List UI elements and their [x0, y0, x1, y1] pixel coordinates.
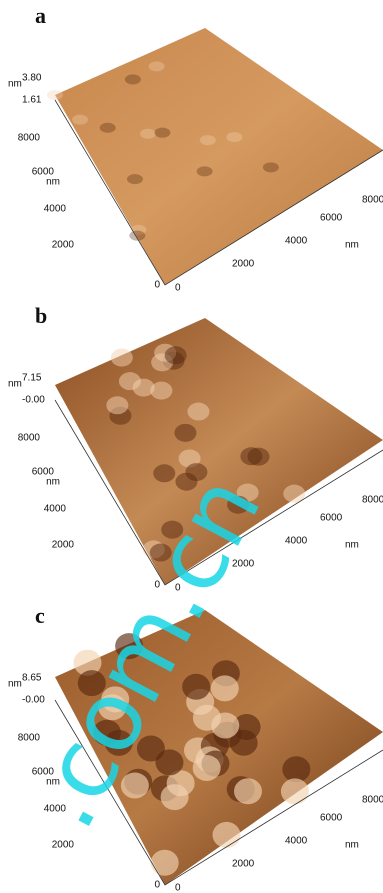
surface-feature: [212, 822, 240, 848]
surface-feature: [154, 128, 170, 138]
surface-feature: [165, 346, 187, 364]
figure: anm3.801.6180006000400020000nm0200040006…: [0, 0, 383, 893]
surface-feature: [47, 90, 63, 100]
x-tick-label: 0: [175, 883, 181, 893]
y-tick-label: 4000: [44, 504, 67, 515]
x-tick-label: 2000: [232, 859, 255, 870]
surface-feature: [247, 448, 269, 466]
y-tick-label: 2000: [52, 540, 75, 551]
surface-feature: [127, 174, 143, 184]
z-max: 8.65: [22, 673, 42, 684]
surface-feature: [263, 162, 279, 172]
x-tick-label: 4000: [285, 236, 308, 247]
surface-feature: [281, 778, 309, 804]
surface-feature: [197, 166, 213, 176]
surface-feature: [193, 755, 221, 781]
surface: [55, 28, 383, 285]
y-tick-label: 2000: [52, 840, 75, 851]
surface-feature: [234, 778, 262, 804]
z-max: 7.15: [22, 373, 42, 384]
surface-feature: [187, 403, 209, 421]
panel-label: b: [35, 303, 47, 328]
surface-feature: [226, 132, 242, 142]
z-unit: nm: [8, 79, 22, 90]
surface-feature: [133, 379, 155, 397]
y-unit: nm: [46, 177, 60, 188]
y-tick-label: 8000: [18, 433, 41, 444]
panel-label: a: [35, 3, 46, 28]
surface-feature: [140, 129, 156, 139]
z-unit: nm: [8, 379, 22, 390]
surface-feature: [125, 74, 141, 84]
surface-feature: [155, 749, 183, 775]
surface-feature: [100, 123, 116, 133]
surface-feature: [149, 61, 165, 71]
y-tick-label: 4000: [44, 204, 67, 215]
surface-feature: [211, 712, 239, 738]
z-min: -0.00: [22, 395, 45, 406]
x-tick-label: 6000: [320, 513, 343, 524]
z-min: 1.61: [22, 95, 42, 106]
surface-feature: [282, 756, 310, 782]
x-unit: nm: [345, 840, 359, 851]
surface-feature: [72, 115, 88, 125]
x-unit: nm: [345, 540, 359, 551]
x-tick-label: 4000: [285, 836, 308, 847]
panel: anm3.801.6180006000400020000nm0200040006…: [8, 3, 383, 294]
x-tick-label: 8000: [362, 795, 383, 806]
y-tick-label: 8000: [18, 133, 41, 144]
panel-label: c: [35, 603, 45, 628]
surface-feature: [211, 675, 239, 701]
surface-feature: [106, 396, 128, 414]
x-tick-label: 4000: [285, 536, 308, 547]
surface-feature: [151, 850, 179, 876]
x-tick-label: 0: [175, 283, 181, 294]
x-tick-label: 8000: [362, 195, 383, 206]
z-max: 3.80: [22, 73, 42, 84]
surface-feature: [111, 349, 133, 367]
x-tick-label: 6000: [320, 213, 343, 224]
y-tick-label: 0: [154, 880, 160, 891]
x-tick-label: 2000: [232, 259, 255, 270]
surface-feature: [174, 424, 196, 442]
z-unit: nm: [8, 679, 22, 690]
z-min: -0.00: [22, 695, 45, 706]
x-tick-label: 8000: [362, 495, 383, 506]
y-tick-label: 2000: [52, 240, 75, 251]
x-unit: nm: [345, 240, 359, 251]
x-tick-label: 6000: [320, 813, 343, 824]
y-tick-label: 0: [154, 280, 160, 291]
surface-feature: [200, 135, 216, 145]
y-unit: nm: [46, 477, 60, 488]
